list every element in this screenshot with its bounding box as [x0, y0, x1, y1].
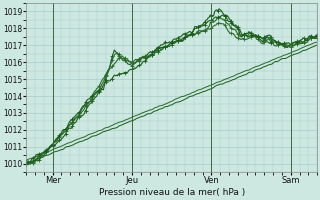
- X-axis label: Pression niveau de la mer( hPa ): Pression niveau de la mer( hPa ): [99, 188, 245, 197]
